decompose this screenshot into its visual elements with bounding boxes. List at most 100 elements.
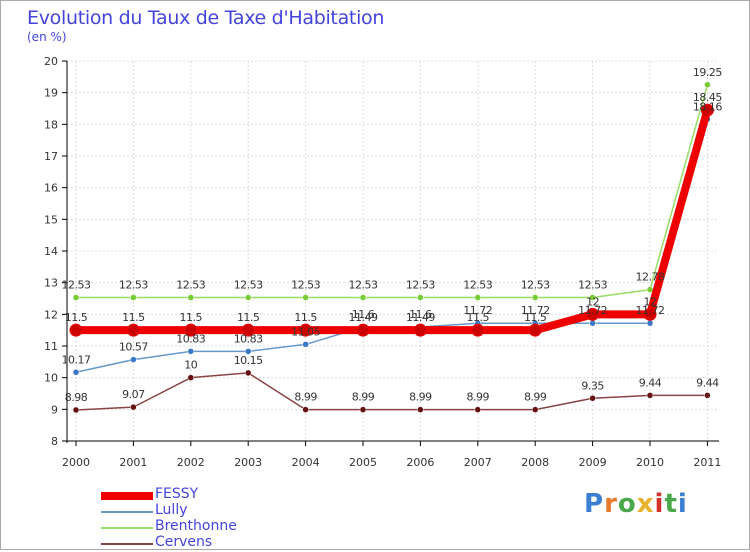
data-point-cervens-2003 xyxy=(244,369,252,377)
x-tick-label-2006: 2006 xyxy=(406,456,434,469)
data-point-cervens-2004 xyxy=(302,406,309,413)
x-tick-label-2000: 2000 xyxy=(62,456,90,469)
data-point-cervens-2006 xyxy=(417,406,424,413)
y-axis-unit-label: (en %) xyxy=(27,30,67,44)
data-point-brenthonne-2011 xyxy=(704,81,711,88)
data-label-lully-2004: 11.05 xyxy=(291,325,320,338)
data-label-fessy-2005: 11.49 xyxy=(349,311,378,324)
data-point-fessy-2008 xyxy=(528,323,542,337)
data-point-cervens-2000 xyxy=(72,406,80,414)
data-point-cervens-2008 xyxy=(531,406,539,413)
logo-letter: i xyxy=(654,489,665,519)
data-label-fessy-2004: 11.5 xyxy=(294,311,317,324)
data-point-brenthonne-2009 xyxy=(589,294,596,301)
data-label-fessy-2010: 12 xyxy=(644,295,657,308)
data-point-brenthonne-2004 xyxy=(302,294,309,301)
data-label-fessy-2007: 11.5 xyxy=(467,311,490,324)
data-point-brenthonne-2007 xyxy=(474,294,482,301)
data-label-fessy-2000: 11.5 xyxy=(65,311,88,324)
data-label-lully-2003: 10.83 xyxy=(234,332,263,345)
data-point-lully-2003 xyxy=(244,348,252,355)
data-label-brenthonne-2009: 12.53 xyxy=(578,279,607,292)
data-label-cervens-2001: 9.07 xyxy=(122,388,145,401)
data-label-brenthonne-2011: 19.25 xyxy=(693,66,722,79)
x-tick-label-2004: 2004 xyxy=(292,456,320,469)
x-tick-label-2008: 2008 xyxy=(521,456,549,469)
data-label-brenthonne-2006: 12.53 xyxy=(406,279,435,292)
legend-label-brenthonne: Brenthonne xyxy=(155,518,237,534)
data-label-brenthonne-2008: 12.53 xyxy=(521,279,550,292)
data-label-lully-2007: 11.72 xyxy=(463,304,492,317)
legend-label-lully: Lully xyxy=(155,502,188,518)
data-label-lully-2006: 11.6 xyxy=(409,308,432,321)
series-line-lully xyxy=(75,119,709,374)
data-point-lully-2002 xyxy=(187,348,195,355)
data-label-fessy-2006: 11.49 xyxy=(406,311,435,324)
x-tick-label-2009: 2009 xyxy=(579,456,607,469)
y-tick-label-13: 13 xyxy=(44,277,58,290)
data-point-cervens-2001 xyxy=(130,403,137,411)
proxiti-logo: Proxiti xyxy=(584,489,688,519)
data-label-brenthonne-2003: 12.53 xyxy=(234,279,263,292)
data-label-cervens-2010: 9.44 xyxy=(639,376,662,389)
data-label-lully-2000: 10.17 xyxy=(62,353,91,366)
y-tick-label-10: 10 xyxy=(44,372,58,385)
data-point-fessy-2006 xyxy=(413,323,427,337)
data-point-brenthonne-2000 xyxy=(72,294,80,301)
data-label-lully-2002: 10.83 xyxy=(176,332,205,345)
data-point-lully-2004 xyxy=(302,341,309,348)
y-tick-label-8: 8 xyxy=(51,435,58,448)
x-tick-label-2001: 2001 xyxy=(119,456,147,469)
x-tick-label-2011: 2011 xyxy=(693,456,721,469)
y-tick-label-12: 12 xyxy=(44,308,58,321)
logo-letter: P xyxy=(584,489,605,519)
legend-label-fessy: FESSY xyxy=(155,486,199,502)
data-point-brenthonne-2003 xyxy=(244,294,252,301)
y-tick-label-9: 9 xyxy=(51,403,58,416)
legend-swatch-lully xyxy=(101,511,153,513)
data-point-brenthonne-2010 xyxy=(646,286,654,293)
logo-letter: i xyxy=(677,489,688,519)
data-label-fessy-2009: 12 xyxy=(586,295,599,308)
legend-swatch-brenthonne xyxy=(101,527,153,529)
x-tick-label-2007: 2007 xyxy=(464,456,492,469)
data-point-fessy-2001 xyxy=(126,323,140,337)
series-line-brenthonne xyxy=(76,84,709,299)
data-point-fessy-2010 xyxy=(643,307,657,321)
series-line-fessy xyxy=(76,109,712,335)
data-point-fessy-2003 xyxy=(241,323,255,337)
y-tick-label-17: 17 xyxy=(44,150,58,163)
legend-swatch-cervens xyxy=(101,543,153,545)
data-label-lully-2011: 18.16 xyxy=(693,100,722,113)
data-point-lully-2009 xyxy=(589,319,596,327)
y-tick-label-19: 19 xyxy=(44,87,58,100)
data-point-cervens-2002 xyxy=(187,374,195,381)
data-label-lully-2010: 11.72 xyxy=(636,304,665,317)
data-label-lully-2008: 11.72 xyxy=(521,304,550,317)
data-label-brenthonne-2001: 12.53 xyxy=(119,279,148,292)
x-tick-label-2003: 2003 xyxy=(234,456,262,469)
data-point-fessy-2000 xyxy=(69,323,83,337)
data-label-cervens-2003: 10.15 xyxy=(234,354,263,367)
y-tick-label-15: 15 xyxy=(44,213,58,226)
data-point-brenthonne-2005 xyxy=(359,294,367,301)
data-point-fessy-2007 xyxy=(471,323,485,337)
data-point-brenthonne-2002 xyxy=(187,294,195,301)
data-point-fessy-2004 xyxy=(299,323,313,337)
series-line-cervens xyxy=(75,372,708,411)
data-label-brenthonne-2007: 12.53 xyxy=(463,279,492,292)
chart-title: Evolution du Taux de Taxe d'Habitation xyxy=(27,7,385,29)
y-tick-label-14: 14 xyxy=(44,245,58,258)
data-point-cervens-2011 xyxy=(704,392,711,399)
data-label-fessy-2008: 11.5 xyxy=(524,311,547,324)
data-label-fessy-2003: 11.5 xyxy=(237,311,260,324)
data-point-brenthonne-2006 xyxy=(417,294,424,301)
data-label-lully-2005: 11.6 xyxy=(352,308,375,321)
data-label-cervens-2011: 9.44 xyxy=(696,376,719,389)
legend-swatch-fessy xyxy=(101,492,153,500)
data-label-brenthonne-2004: 12.53 xyxy=(291,279,320,292)
data-label-fessy-2011: 18.45 xyxy=(693,91,722,104)
y-tick-label-16: 16 xyxy=(44,182,58,195)
